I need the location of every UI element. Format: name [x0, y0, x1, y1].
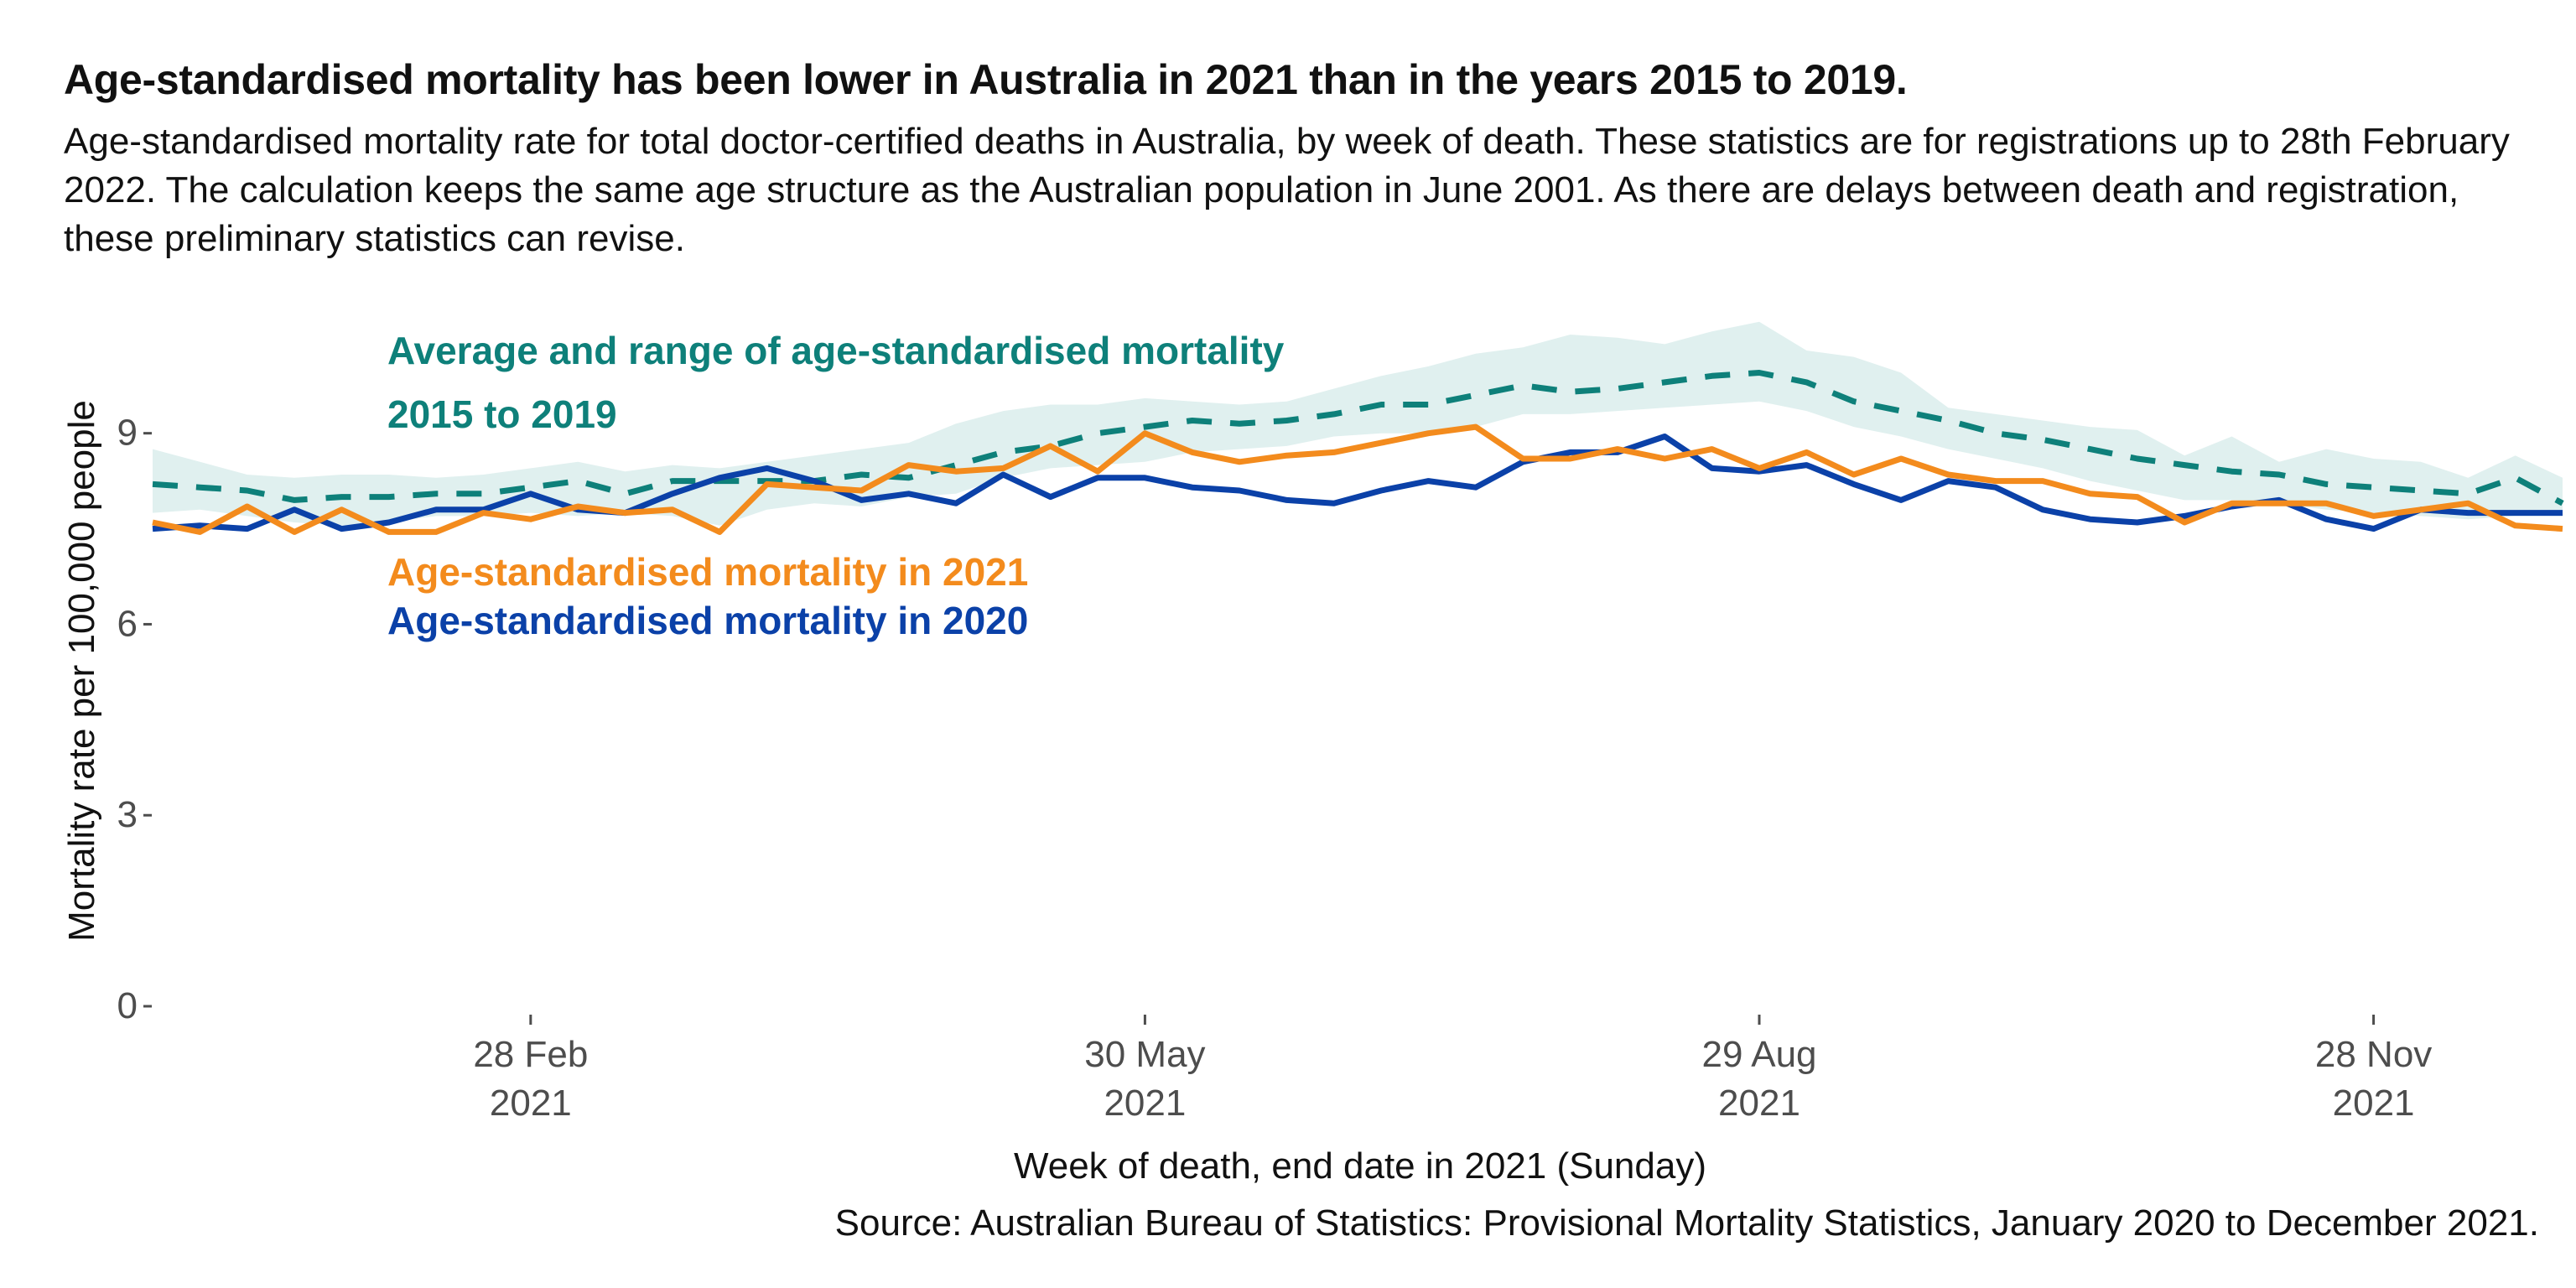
chart-subtitle: Age-standardised mortality rate for tota… — [64, 121, 2510, 259]
annotation-average-line1: Average and range of age-standardised mo… — [387, 329, 1285, 372]
y-tick-label-0: 0 — [117, 985, 138, 1026]
y-tick-label-6: 6 — [117, 603, 138, 644]
range-band-group — [153, 321, 2563, 526]
series-lines-group — [152, 370, 2564, 535]
annotation-2020: Age-standardised mortality in 2020 — [387, 599, 1028, 642]
chart-title: Age-standardised mortality has been lowe… — [64, 56, 1908, 103]
x-axis: 28 Feb 2021 30 May 2021 29 Aug 2021 28 Nov 2021 — [473, 1015, 2432, 1124]
x-tick-label-1: 30 May — [1084, 1034, 1205, 1075]
x-tick-year-0: 2021 — [490, 1083, 572, 1124]
x-tick-label-3: 28 Nov — [2315, 1034, 2432, 1075]
annotation-2021: Age-standardised mortality in 2021 — [387, 550, 1028, 594]
y-tick-label-9: 9 — [117, 413, 138, 454]
series-line-avg — [152, 370, 2564, 506]
series-line-y2021 — [152, 423, 2563, 535]
x-tick-year-3: 2021 — [2333, 1083, 2415, 1124]
x-tick-year-1: 2021 — [1104, 1083, 1186, 1124]
y-tick-label-3: 3 — [117, 794, 138, 835]
y-axis: 0 3 6 9 — [117, 413, 152, 1026]
range-band-2015-2019 — [153, 321, 2563, 526]
x-tick-year-2: 2021 — [1718, 1083, 1800, 1124]
source-note: Source: Australian Bureau of Statistics:… — [834, 1202, 2539, 1244]
annotation-average-line2: 2015 to 2019 — [387, 392, 617, 436]
x-axis-label: Week of death, end date in 2021 (Sunday) — [1014, 1145, 1706, 1187]
series-line-y2020 — [152, 434, 2563, 532]
y-axis-label: Mortality rate per 100,000 people — [61, 400, 102, 942]
x-tick-label-2: 29 Aug — [1701, 1034, 1816, 1075]
x-tick-label-0: 28 Feb — [473, 1034, 588, 1075]
